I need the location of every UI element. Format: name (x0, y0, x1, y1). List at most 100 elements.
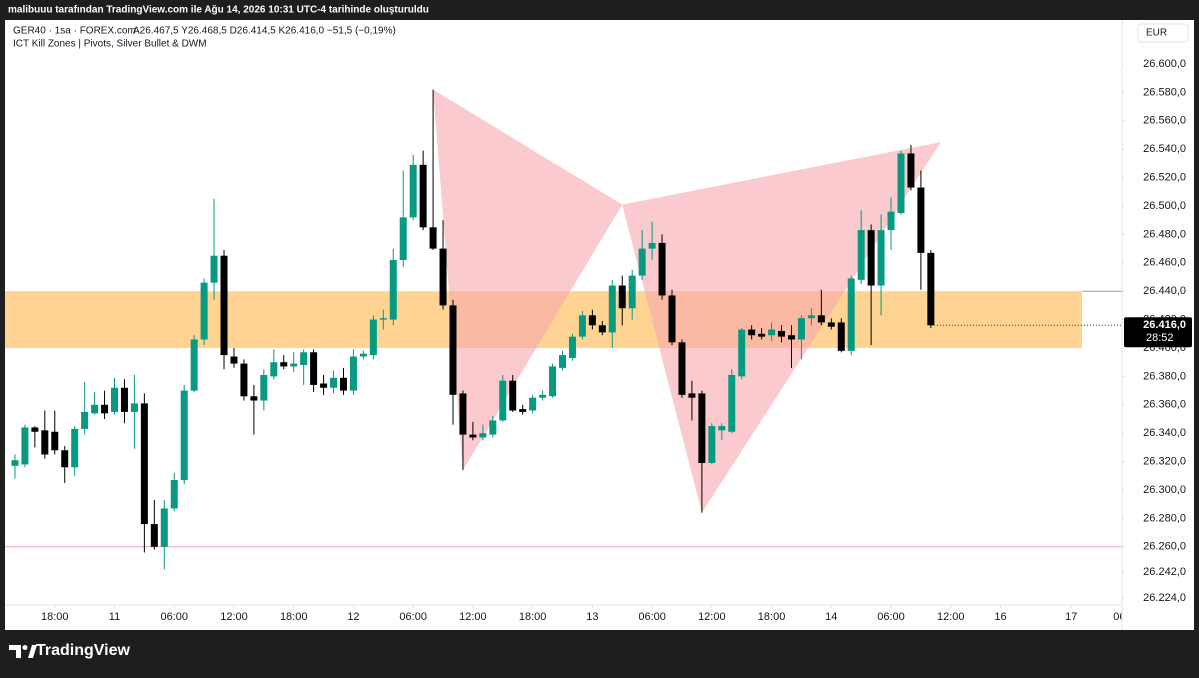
x-tick-label: 06:00 (638, 611, 666, 623)
y-tick-label: 26.300,0 (1143, 484, 1186, 496)
candle-body (71, 428, 79, 468)
candle-body (180, 390, 188, 481)
y-tick-label: 26.380,0 (1143, 370, 1186, 382)
candle-body (51, 431, 59, 451)
x-tick-label: 06:00 (877, 611, 905, 623)
candle-body (568, 336, 576, 358)
candle-body (837, 322, 845, 351)
candle-body (708, 426, 716, 464)
candle-body (559, 355, 567, 368)
x-tick-label: 16 (994, 611, 1006, 623)
x-tick-label: 06:00 (160, 611, 188, 623)
candle-body (549, 366, 557, 397)
candle-body (897, 153, 905, 214)
candle-body (160, 508, 168, 547)
x-tick-label: 17 (1065, 611, 1077, 623)
x-tick-label: 11 (109, 611, 120, 623)
currency: EUR (1146, 28, 1167, 39)
candle-body (359, 353, 367, 357)
candle-body (349, 356, 357, 391)
candle-body (429, 227, 437, 249)
candle-body (648, 242, 656, 249)
logo-icon (9, 645, 21, 658)
candle-body (250, 396, 258, 401)
candle-body (459, 393, 467, 435)
candle-body (907, 153, 915, 188)
indicator: ICT Kill Zones | Pivots, Silver Bullet &… (13, 39, 207, 50)
y-tick-label: 26.500,0 (1143, 200, 1186, 212)
candle-body (797, 318, 805, 340)
candle-body (310, 352, 318, 385)
candle-body (658, 242, 666, 296)
candle-body (519, 409, 527, 412)
candle-body (150, 524, 158, 547)
candle-body (409, 164, 417, 218)
candle-body (529, 397, 537, 411)
candle-body (778, 330, 786, 337)
candle-body (847, 278, 855, 351)
candle-body (419, 164, 427, 228)
candle-body (499, 380, 507, 421)
y-tick-label: 26.440,0 (1143, 285, 1186, 297)
candle-body (41, 430, 49, 455)
candle-body (738, 329, 746, 377)
axes: 18:00 11 06:00 12:00 18:00 12 06:00 12:00 18:00 1… (5, 20, 1194, 630)
candle-body (628, 275, 636, 309)
candle-body (290, 363, 298, 367)
candle-body (210, 255, 218, 283)
candle-body (768, 329, 776, 336)
x-tick-label: 18:00 (280, 611, 308, 623)
x-tick-label: 06:00 (399, 611, 427, 623)
candle-body (379, 318, 387, 320)
y-tick-label: 26.560,0 (1143, 115, 1186, 127)
candle-body (300, 352, 308, 366)
candle-body (101, 404, 109, 414)
candle-body (638, 248, 646, 276)
price-tag-label: 26.416,0 (1143, 319, 1186, 331)
logo-icon (22, 645, 28, 650)
x-tick-label: 12:00 (937, 611, 965, 623)
candle-body (111, 387, 119, 412)
candle-body (439, 248, 447, 306)
x-tick-label: 18:00 (519, 611, 547, 623)
candle-body (867, 230, 875, 286)
logo: TradingView (9, 642, 131, 659)
candle-body (31, 427, 39, 432)
x-tick-label: 14 (825, 611, 837, 623)
candle-body (330, 377, 338, 388)
candle-body (827, 322, 835, 327)
y-tick-label: 26.340,0 (1143, 427, 1186, 439)
candle-body (698, 393, 706, 464)
y-tick-label: 26.260,0 (1143, 541, 1186, 553)
candle-body (91, 404, 99, 414)
x-tick-label: 18:00 (41, 611, 69, 623)
candle-body (140, 403, 148, 525)
candle-body (539, 394, 547, 398)
candle-body (399, 217, 407, 260)
candle-body (927, 252, 935, 326)
candle-body (130, 403, 138, 412)
candle-body (170, 480, 178, 509)
candle-body (678, 342, 686, 395)
candle-body (489, 420, 497, 435)
y-tick-label: 26.460,0 (1143, 257, 1186, 269)
price-tag (1124, 317, 1192, 348)
candle-body (758, 333, 766, 337)
candle-body (280, 362, 288, 367)
candle-body (389, 259, 397, 320)
candle-body (588, 315, 596, 326)
x-tick-label: 12:00 (459, 611, 487, 623)
candle-body (887, 211, 895, 231)
candle-body (449, 305, 457, 395)
candle-body (220, 255, 228, 356)
candle-body (320, 383, 328, 388)
logo-icon (28, 645, 37, 658)
harmonic-pattern (433, 89, 623, 471)
symbol: GER40 · 1sa · FOREX.com (13, 26, 136, 37)
candle-body (120, 387, 128, 412)
candle-body (21, 427, 29, 465)
candle-body (688, 393, 696, 398)
candle-body (608, 285, 616, 333)
